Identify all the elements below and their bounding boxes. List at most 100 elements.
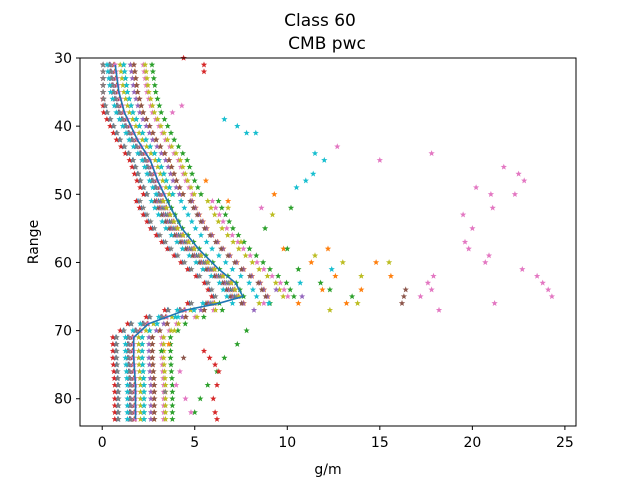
data-point (176, 238, 184, 245)
data-point (137, 177, 144, 184)
data-point (140, 409, 148, 416)
data-point (188, 218, 195, 225)
data-point (167, 170, 174, 177)
data-point (193, 313, 201, 320)
data-point (169, 177, 177, 184)
data-point (136, 375, 144, 381)
data-point (115, 388, 122, 395)
data-point (180, 231, 187, 238)
data-point (152, 191, 160, 197)
data-point (154, 204, 162, 211)
data-point (197, 306, 205, 313)
data-point (172, 150, 180, 157)
data-point (167, 361, 175, 368)
data-point (169, 409, 176, 416)
data-point (186, 252, 193, 259)
data-point (202, 252, 210, 259)
data-point (145, 354, 153, 361)
data-point (113, 109, 120, 116)
data-point (147, 218, 154, 225)
data-point (212, 238, 219, 245)
data-point-outlier (311, 252, 319, 259)
data-point-outlier (161, 388, 169, 395)
data-point-outlier (326, 286, 334, 293)
data-point-outlier (258, 204, 265, 211)
data-point (147, 402, 155, 409)
data-point (191, 245, 198, 252)
data-point (204, 259, 212, 266)
data-point (151, 109, 158, 116)
data-point (150, 368, 157, 375)
data-point (147, 415, 155, 422)
data-point (115, 409, 122, 416)
data-point-outlier (334, 143, 341, 150)
data-point (110, 129, 117, 136)
data-point (249, 259, 256, 266)
data-point-outlier (548, 293, 556, 300)
data-point-outlier (521, 177, 528, 184)
data-point (131, 88, 138, 95)
data-point (240, 245, 247, 252)
data-point (122, 95, 129, 102)
data-point (125, 129, 132, 136)
y-tick-label: 30 (54, 51, 72, 67)
data-point (111, 395, 118, 402)
data-point (135, 354, 142, 361)
data-point-outlier (326, 306, 334, 313)
data-point (100, 95, 107, 102)
data-point (151, 402, 158, 409)
data-point (174, 306, 181, 313)
data-point-outlier (197, 395, 204, 402)
data-point-outlier (200, 347, 208, 354)
data-point (215, 252, 223, 259)
data-point (127, 415, 134, 422)
y-tick-label: 80 (54, 392, 72, 408)
data-point (259, 259, 267, 266)
data-point (139, 320, 147, 327)
data-point-outlier (265, 300, 272, 306)
mean-line-path (114, 64, 245, 420)
data-point (114, 375, 122, 381)
data-point (220, 286, 227, 293)
data-point (151, 409, 158, 416)
data-point (283, 279, 290, 286)
data-point (122, 340, 129, 347)
data-point (162, 156, 169, 163)
data-point (134, 150, 142, 157)
data-point (149, 354, 156, 361)
data-point (174, 252, 181, 259)
data-point (109, 340, 117, 347)
data-point (130, 143, 137, 150)
data-point (132, 163, 139, 170)
data-point (135, 129, 143, 136)
data-point (195, 252, 202, 259)
data-point-outlier (385, 259, 393, 266)
data-point (189, 252, 196, 259)
data-point (190, 204, 197, 211)
data-point (155, 211, 162, 218)
data-point (145, 334, 153, 341)
data-point (123, 375, 131, 381)
data-point (201, 225, 208, 232)
data-point (149, 334, 156, 341)
data-point-outlier (461, 238, 469, 245)
data-point-outlier (302, 177, 309, 184)
data-point (165, 163, 172, 170)
data-point (110, 368, 118, 375)
data-point (122, 150, 129, 157)
data-point (238, 300, 245, 306)
data-point (208, 272, 215, 279)
data-point (128, 136, 136, 143)
data-point-outlier (435, 306, 443, 313)
data-point (124, 320, 131, 327)
data-point (137, 402, 144, 409)
data-point (247, 252, 254, 259)
data-point (122, 75, 129, 82)
plot-frame (79, 57, 577, 427)
data-point-outlier (271, 191, 278, 197)
data-point (143, 313, 150, 320)
data-point (140, 388, 148, 395)
data-point (198, 252, 205, 259)
data-point (184, 300, 191, 306)
data-point (150, 75, 157, 82)
